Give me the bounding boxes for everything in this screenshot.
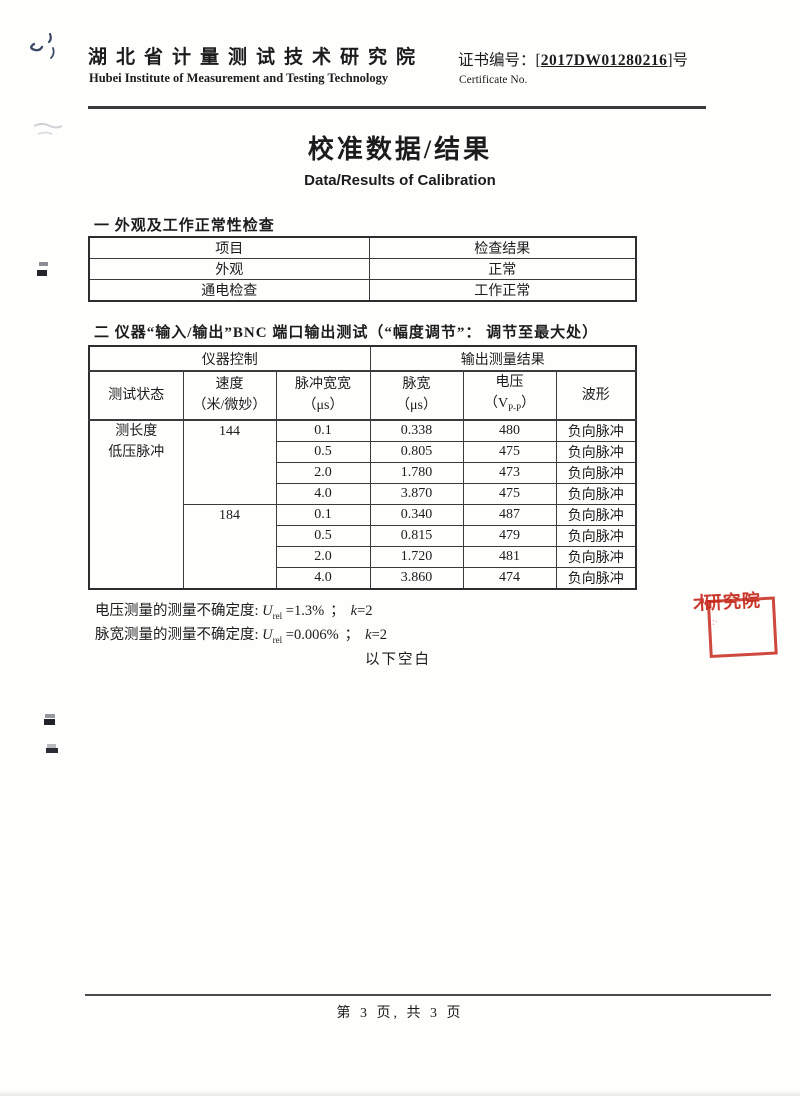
section1-heading: 一 外观及工作正常性检查 [94,218,275,234]
col-header-test-state: 测试状态 [88,370,184,421]
cell-pulse-width: 3.870 [369,482,464,505]
cell-pulse-width-set: 2.0 [275,545,371,568]
certificate-number: 2017DW01280216 [540,52,668,69]
col-header-waveform: 波形 [555,370,637,421]
table-row: 测长度 低压脉冲 144 0.1 0.338 480 负向脉冲 [88,419,637,590]
table-row: 4.0 3.860 474 负向脉冲 [89,566,637,590]
ink-scribble [30,32,55,59]
cell-pulse-width-set: 0.5 [275,524,371,547]
cell-pulse-width: 0.338 [369,419,464,442]
bracket-close: ]号 [667,52,689,69]
document-title-en: Data/Results of Calibration [304,172,496,189]
cell-item: 外观 [88,258,370,280]
col-header-speed: 速度 （米/微妙） [182,370,277,421]
cell-voltage: 473 [462,461,557,484]
cell-voltage: 481 [462,545,557,568]
certificate-number-label: 证书编号： [458,52,536,69]
cell-pulse-width-set: 0.1 [275,419,371,442]
section2-heading: 二 仪器“输入/输出”BNC 端口输出测试（“幅度调节”： 调节至最大处） [94,325,599,341]
appearance-check-table: 项目 检查结果 外观 正常 通电检查 工作正常 [88,236,637,302]
cell-waveform: 负向脉冲 [555,566,637,590]
cell-pulse-width-set: 0.5 [275,440,371,463]
stamp-fragment: :· [711,616,719,628]
scan-artifact [39,262,48,266]
cell-voltage: 479 [462,524,557,547]
cell-pulse-width: 0.815 [369,524,464,547]
cell-pulse-width-set: 2.0 [275,461,371,484]
col-header-pulse-width-set: 脉冲宽宽 （μs） [275,370,371,421]
col-header-pulse-width: 脉宽 （μs） [369,370,464,421]
scan-artifact [44,719,55,725]
cell-item: 通电检查 [88,279,370,302]
group-header-instrument-control: 仪器控制 [88,345,371,372]
page-number: 第 3 页, 共 3 页 [336,1006,464,1021]
column-header-row: 测试状态 速度 （米/微妙） 脉冲宽宽 （μs） 脉宽 （μs） 电压 （VP-P） 波… [88,370,637,421]
cell-result: 正常 [368,258,637,280]
cell-pulse-width-set: 4.0 [275,566,371,590]
scan-artifact [37,270,47,276]
cell-voltage: 487 [462,503,557,526]
cell-test-state: 测长度 低压脉冲 [88,419,184,590]
certificate-number-line: 证书编号：[2017DW01280216]号 [458,48,688,70]
group-header-output-results: 输出测量结果 [369,345,637,372]
cell-pulse-width: 1.720 [369,545,464,568]
header-result: 检查结果 [368,236,637,259]
cell-voltage: 475 [462,440,557,463]
table-row: 外观 正常 [88,258,637,280]
cell-pulse-width-set: 4.0 [275,482,371,505]
institute-name-en: Hubei Institute of Measurement and Testi… [89,71,389,85]
cell-voltage: 480 [462,419,557,442]
cell-voltage: 474 [462,566,557,590]
cell-pulse-width: 1.780 [369,461,464,484]
cell-speed: 144 [182,419,277,505]
scan-artifact [47,744,56,748]
stamp-text: 术研究院 [692,590,762,614]
cell-pulse-width-set: 0.1 [275,503,371,526]
cell-waveform: 负向脉冲 [555,461,637,484]
cell-pulse-width: 3.860 [369,566,464,590]
cell-waveform: 负向脉冲 [555,482,637,505]
group-header-row: 仪器控制 输出测量结果 [88,345,637,372]
cell-waveform: 负向脉冲 [555,524,637,547]
scan-artifact [45,714,55,718]
cell-waveform: 负向脉冲 [555,419,637,442]
voltage-uncertainty-line: 电压测量的测量不确定度: Urel =1.3%； k=2 [95,603,373,621]
cell-waveform: 负向脉冲 [555,545,637,568]
institute-name-cn: 湖北省计量测试技术研究院 [88,47,425,68]
cell-pulse-width: 0.340 [369,503,464,526]
table-header-row: 项目 检查结果 [88,236,637,259]
cell-result: 工作正常 [368,279,637,302]
pulse-width-uncertainty-line: 脉宽测量的测量不确定度: Urel =0.006%； k=2 [95,627,388,645]
table-row: 通电检查 工作正常 [88,279,637,302]
header-item: 项目 [88,236,370,259]
blank-below-note: 以下空白 [365,652,431,668]
pencil-mark [33,123,63,135]
cell-voltage: 475 [462,482,557,505]
cell-speed: 184 [182,503,277,590]
col-header-voltage: 电压 （VP-P） [462,370,557,421]
document-title-cn: 校准数据/结果 [307,135,493,164]
table-row: 2.0 1.780 473 负向脉冲 [89,461,637,484]
bracket-open: [ [535,52,541,69]
header-divider [88,106,706,109]
scan-artifact [46,748,58,753]
certificate-number-label-en: Certificate No. [459,74,528,86]
cell-waveform: 负向脉冲 [555,503,637,526]
cell-pulse-width: 0.805 [369,440,464,463]
footer-divider [85,994,771,996]
red-seal-stamp: 术研究院 :· [692,578,800,665]
cell-waveform: 负向脉冲 [555,440,637,463]
table-row: 2.0 1.720 481 负向脉冲 [89,545,637,568]
table-row: 0.5 0.805 475 负向脉冲 [89,440,637,463]
output-test-table: 仪器控制 输出测量结果 测试状态 速度 （米/微妙） 脉冲宽宽 （μs） 脉宽 （μs… [88,345,638,590]
